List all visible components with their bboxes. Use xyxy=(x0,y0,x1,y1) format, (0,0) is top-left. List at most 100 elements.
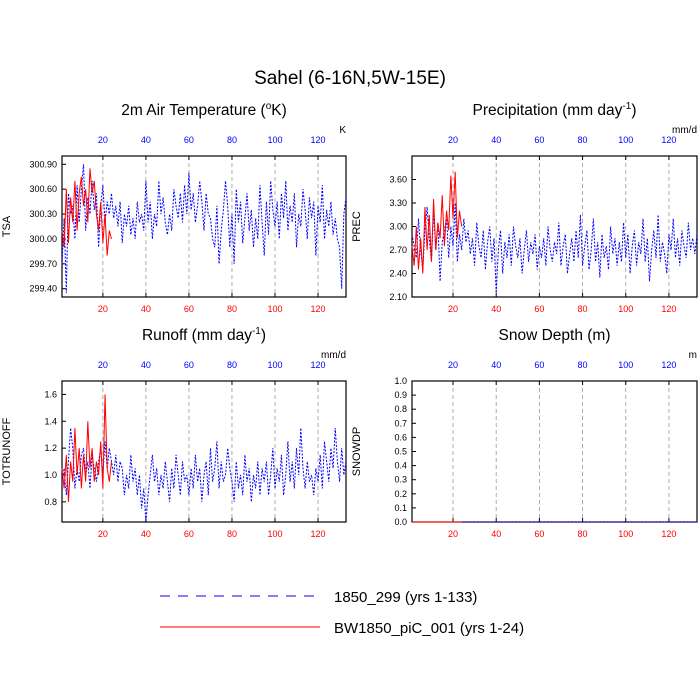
x-tick-label-top: 60 xyxy=(184,135,194,145)
y-tick-label: 3.00 xyxy=(389,222,407,232)
x-tick-label-bottom: 60 xyxy=(534,304,544,314)
x-tick-label-top: 80 xyxy=(227,360,237,370)
panel-title-tail: ) xyxy=(261,327,266,344)
panel-title-tail: K) xyxy=(271,102,287,119)
y-tick-label: 0.7 xyxy=(394,418,407,428)
panel-title: Precipitation (mm day-1) xyxy=(473,101,637,119)
x-tick-label-top: 40 xyxy=(141,135,151,145)
panel-title-main: 2m Air Temperature ( xyxy=(121,102,266,119)
x-tick-label-bottom: 40 xyxy=(141,304,151,314)
x-tick-label-bottom: 20 xyxy=(448,529,458,539)
x-tick-label-bottom: 40 xyxy=(491,304,501,314)
x-tick-label-bottom: 100 xyxy=(267,529,282,539)
x-tick-label-bottom: 40 xyxy=(141,529,151,539)
y-tick-label: 1.4 xyxy=(44,416,57,426)
y-tick-label: 299.70 xyxy=(29,259,57,269)
y-tick-label: 0.4 xyxy=(394,461,407,471)
x-tick-label-bottom: 20 xyxy=(98,304,108,314)
x-tick-label-top: 120 xyxy=(311,135,326,145)
x-tick-label-top: 60 xyxy=(534,135,544,145)
x-tick-label-top: 100 xyxy=(267,360,282,370)
y-tick-label: 0.2 xyxy=(394,489,407,499)
y-tick-label: 299.40 xyxy=(29,284,57,294)
y-tick-label: 0.9 xyxy=(394,390,407,400)
panel-title-sup: -1 xyxy=(622,101,631,112)
x-tick-label-top: 20 xyxy=(98,360,108,370)
y-axis-label: TOTRUNOFF xyxy=(1,417,13,485)
y-tick-label: 1.0 xyxy=(44,470,57,480)
panel-title-main: Precipitation (mm day xyxy=(473,102,623,119)
x-tick-label-top: 120 xyxy=(311,360,326,370)
x-tick-label-top: 120 xyxy=(661,360,676,370)
x-tick-label-top: 100 xyxy=(267,135,282,145)
y-axis-label: PREC xyxy=(351,211,363,242)
y-tick-label: 300.30 xyxy=(29,209,57,219)
panel-title-sup: -1 xyxy=(252,326,261,337)
y-tick-label: 0.1 xyxy=(394,503,407,513)
units-label: mm/d xyxy=(672,125,697,136)
units-label: m xyxy=(689,350,697,361)
panel-title-sup: o xyxy=(266,101,272,112)
x-tick-label-top: 40 xyxy=(491,360,501,370)
x-tick-label-bottom: 60 xyxy=(534,529,544,539)
x-tick-label-top: 20 xyxy=(98,135,108,145)
y-tick-label: 2.70 xyxy=(389,245,407,255)
y-tick-label: 0.3 xyxy=(394,475,407,485)
legend: 1850_299 (yrs 1-133) BW1850_piC_001 (yrs… xyxy=(160,589,524,637)
x-tick-label-bottom: 60 xyxy=(184,304,194,314)
figure-title: Sahel (6-16N,5W-15E) xyxy=(254,68,446,89)
x-tick-label-top: 20 xyxy=(448,135,458,145)
y-axis-label: TSA xyxy=(1,215,13,237)
x-tick-label-top: 60 xyxy=(184,360,194,370)
series-line-red xyxy=(61,394,112,502)
y-tick-label: 1.2 xyxy=(44,443,57,453)
x-tick-label-top: 40 xyxy=(491,135,501,145)
x-tick-label-bottom: 120 xyxy=(311,304,326,314)
plot-frame xyxy=(61,155,347,298)
y-tick-label: 300.90 xyxy=(29,159,57,169)
y-tick-label: 2.10 xyxy=(389,292,407,302)
x-tick-label-bottom: 80 xyxy=(227,529,237,539)
panel-title: Runoff (mm day-1) xyxy=(142,326,266,344)
x-tick-label-bottom: 120 xyxy=(661,529,676,539)
x-tick-label-bottom: 40 xyxy=(491,529,501,539)
y-tick-label: 0.8 xyxy=(44,497,57,507)
y-tick-label: 0.5 xyxy=(394,447,407,457)
chart-panel-top-left: 20 40 60 80 100 120 20 40 60 80 100 120 299.40 299.70… xyxy=(1,101,347,314)
x-tick-label-top: 40 xyxy=(141,360,151,370)
y-tick-label: 0.8 xyxy=(394,404,407,414)
series-line-red xyxy=(411,171,463,274)
chart-panel-top-right: 20 40 60 80 100 120 20 40 60 80 100 120 2.10 2.40 2.70… xyxy=(351,101,698,314)
y-tick-label: 3.30 xyxy=(389,198,407,208)
x-tick-label-top: 80 xyxy=(578,135,588,145)
chart-panel-bottom-left: 20 40 60 80 100 120 20 40 60 80 100 120 0.8 1.0 1.2 1.4… xyxy=(1,326,347,539)
x-tick-label-top: 80 xyxy=(578,360,588,370)
series-line-blue xyxy=(61,427,347,523)
panel-title-main: Snow Depth (m) xyxy=(499,327,611,344)
x-tick-label-bottom: 100 xyxy=(618,304,633,314)
y-axis-label: SNOWDP xyxy=(351,427,363,477)
x-tick-label-bottom: 60 xyxy=(184,529,194,539)
x-tick-label-bottom: 20 xyxy=(448,304,458,314)
series-line-blue xyxy=(411,202,698,294)
x-tick-label-bottom: 100 xyxy=(267,304,282,314)
x-tick-label-bottom: 120 xyxy=(661,304,676,314)
y-tick-label: 3.60 xyxy=(389,175,407,185)
y-tick-label: 300.00 xyxy=(29,234,57,244)
x-tick-label-top: 60 xyxy=(534,360,544,370)
panel-title-main: Runoff (mm day xyxy=(142,327,252,344)
legend-label-series2: BW1850_piC_001 (yrs 1-24) xyxy=(334,620,524,637)
y-tick-label: 0.6 xyxy=(394,432,407,442)
units-label: mm/d xyxy=(321,350,346,361)
x-tick-label-top: 120 xyxy=(661,135,676,145)
plot-frame xyxy=(61,380,347,523)
y-tick-label: 1.6 xyxy=(44,389,57,399)
x-tick-label-top: 100 xyxy=(618,135,633,145)
x-tick-label-bottom: 120 xyxy=(311,529,326,539)
x-tick-label-bottom: 100 xyxy=(618,529,633,539)
y-tick-label: 0.0 xyxy=(394,517,407,527)
x-tick-label-top: 20 xyxy=(448,360,458,370)
x-tick-label-bottom: 20 xyxy=(98,529,108,539)
series-line-blue xyxy=(61,164,347,293)
